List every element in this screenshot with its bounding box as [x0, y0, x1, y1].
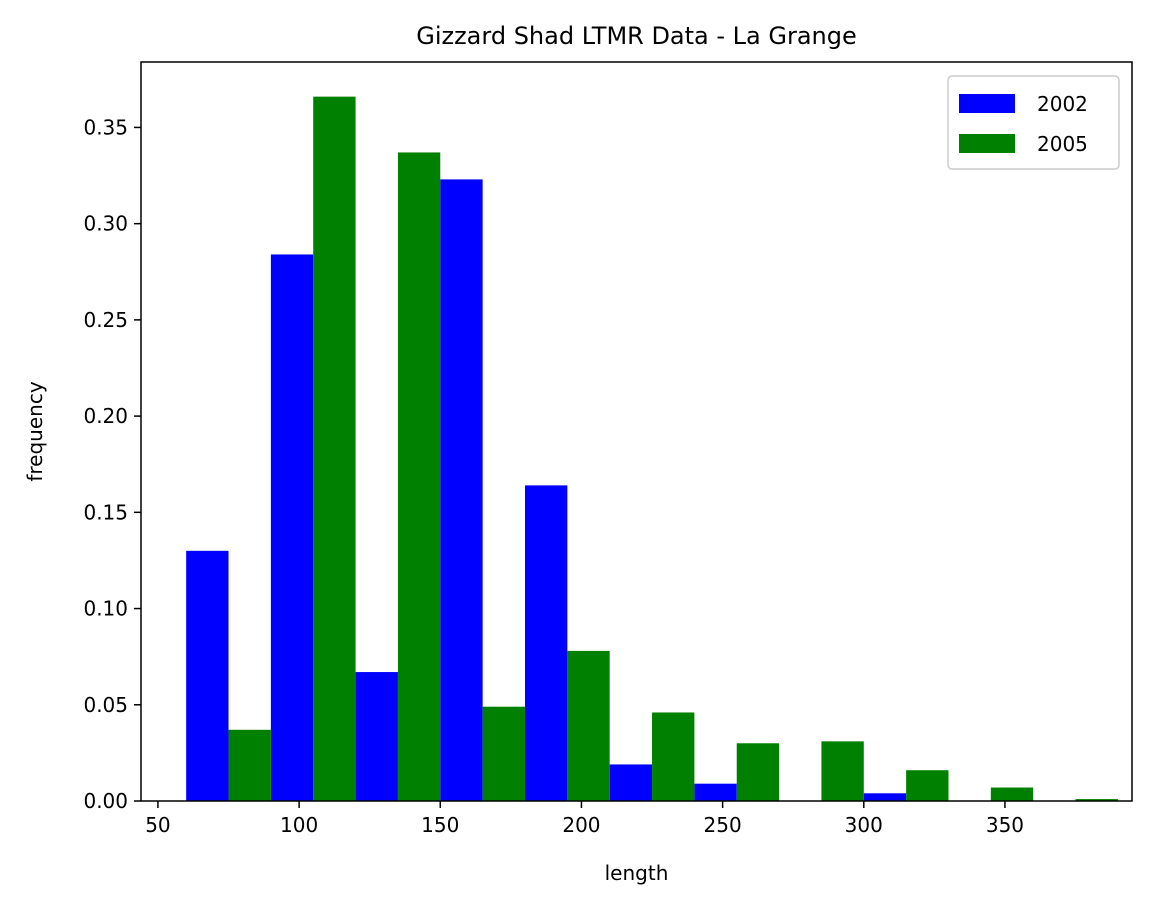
bar-2005-7: [821, 741, 864, 801]
legend-swatch-2005: [959, 134, 1015, 153]
bar-2005-3: [482, 706, 525, 801]
bar-2002-4: [524, 485, 568, 801]
bar-2002-5: [609, 764, 653, 801]
bar-2005-8: [906, 770, 949, 801]
y-tick-label: 0.05: [83, 693, 128, 717]
y-tick-label: 0.00: [83, 789, 128, 813]
y-tick-label: 0.35: [83, 115, 128, 139]
bar-2005-9: [990, 787, 1034, 801]
bar-2005-6: [736, 743, 780, 801]
legend-box: [947, 75, 1120, 170]
y-tick-label: 0.30: [83, 212, 128, 236]
legend: 2002 2005: [947, 75, 1120, 170]
bar-2002-1: [270, 254, 314, 801]
x-tick-label: 300: [845, 813, 883, 837]
bar-2005-0: [228, 729, 271, 801]
y-tick-label: 0.25: [83, 308, 128, 332]
y-axis: 0.00 0.05 0.10 0.15 0.20 0.25 0.30 0.35: [83, 115, 141, 813]
bar-2005-10: [1075, 799, 1118, 801]
bar-2005-4: [567, 650, 610, 801]
bar-2005-5: [652, 712, 695, 801]
bar-2002-0: [186, 550, 229, 801]
bar-2002-8: [863, 793, 907, 801]
bars-group: [186, 96, 1118, 802]
x-tick-label: 200: [562, 813, 600, 837]
y-tick-label: 0.15: [83, 500, 128, 524]
chart-title: Gizzard Shad LTMR Data - La Grange: [416, 22, 857, 50]
x-axis-title: length: [605, 861, 669, 885]
x-tick-label: 250: [704, 813, 742, 837]
x-tick-label: 350: [986, 813, 1024, 837]
x-tick-label: 150: [421, 813, 459, 837]
x-tick-label: 50: [145, 813, 170, 837]
bar-2002-3: [440, 179, 483, 801]
x-axis: 50 100 150 200 250 300 350: [145, 801, 1024, 837]
legend-label-2002: 2002: [1037, 92, 1088, 116]
bar-2005-1: [313, 96, 356, 801]
y-tick-label: 0.10: [83, 597, 128, 621]
bar-2002-2: [355, 672, 398, 801]
y-tick-label: 0.20: [83, 404, 128, 428]
bar-2005-2: [397, 152, 441, 802]
x-tick-label: 100: [280, 813, 318, 837]
plot-frame: [140, 61, 1133, 802]
legend-label-2005: 2005: [1037, 132, 1088, 156]
bar-2002-6: [694, 783, 737, 801]
y-axis-title: frequency: [23, 381, 47, 481]
legend-swatch-2002: [959, 94, 1015, 113]
